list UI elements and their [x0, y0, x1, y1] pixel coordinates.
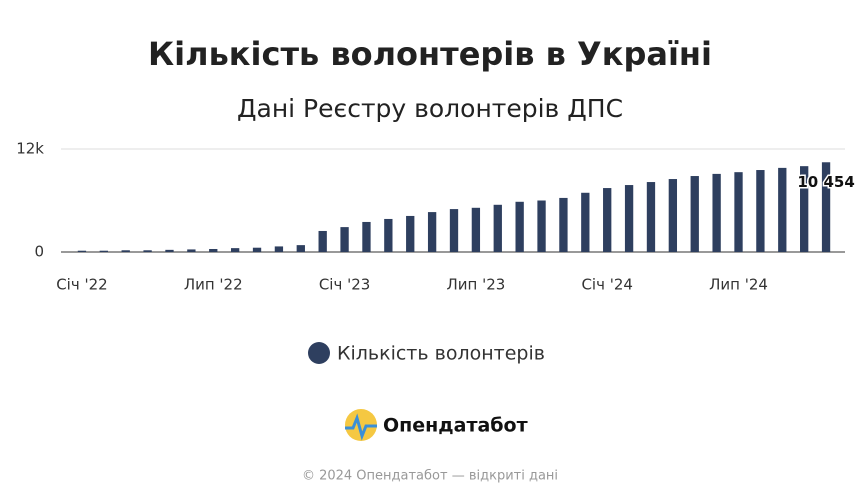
bar [384, 218, 393, 252]
bar [493, 204, 502, 252]
value-label: 10 454 [797, 173, 854, 191]
bar [209, 248, 218, 252]
x-tick-label: Лип '22 [184, 276, 243, 294]
bar [821, 162, 831, 252]
bar [340, 227, 349, 252]
bar [581, 192, 590, 252]
bar [318, 230, 327, 252]
bar [712, 173, 721, 252]
bar [471, 207, 481, 252]
bar [296, 245, 305, 252]
bar [143, 250, 152, 252]
legend-swatch [308, 342, 330, 364]
bar [559, 197, 568, 252]
bar [515, 201, 524, 252]
bar [121, 250, 130, 252]
bar [362, 221, 371, 252]
bar [756, 170, 765, 252]
x-tick-label: Січ '22 [56, 276, 107, 294]
bar [537, 200, 546, 252]
x-tick-label: Січ '23 [319, 276, 370, 294]
bar [427, 212, 437, 252]
bar [252, 247, 262, 252]
y-tick-label: 0 [34, 243, 44, 261]
y-tick-label: 12k [16, 140, 44, 158]
bar [165, 249, 174, 252]
bar [99, 250, 108, 252]
bar [406, 215, 415, 252]
bar [449, 209, 459, 252]
brand-name: Опендатабот [383, 415, 528, 437]
logo-wave [345, 413, 377, 441]
bar [603, 188, 612, 252]
chart-subtitle: Дані Реєстру волонтерів ДПС [237, 94, 623, 123]
bar [734, 172, 743, 252]
bar [646, 182, 656, 252]
bar [624, 185, 634, 252]
x-tick-label: Лип '24 [709, 276, 768, 294]
bar [668, 179, 678, 252]
x-tick-label: Січ '24 [581, 276, 632, 294]
chart-title: Кількість волонтерів в Україні [148, 35, 712, 73]
bar [778, 167, 787, 252]
bar [690, 176, 699, 252]
bar [230, 248, 240, 252]
bar [187, 249, 196, 252]
logo-circle [345, 409, 377, 441]
footer: © 2024 Опендатабот — відкриті дані [302, 469, 558, 484]
brand-logo [345, 409, 377, 441]
bar [800, 166, 809, 252]
bar [274, 246, 284, 252]
x-tick-label: Лип '23 [446, 276, 505, 294]
bar [77, 250, 87, 252]
legend-label: Кількість волонтерів [337, 343, 545, 365]
